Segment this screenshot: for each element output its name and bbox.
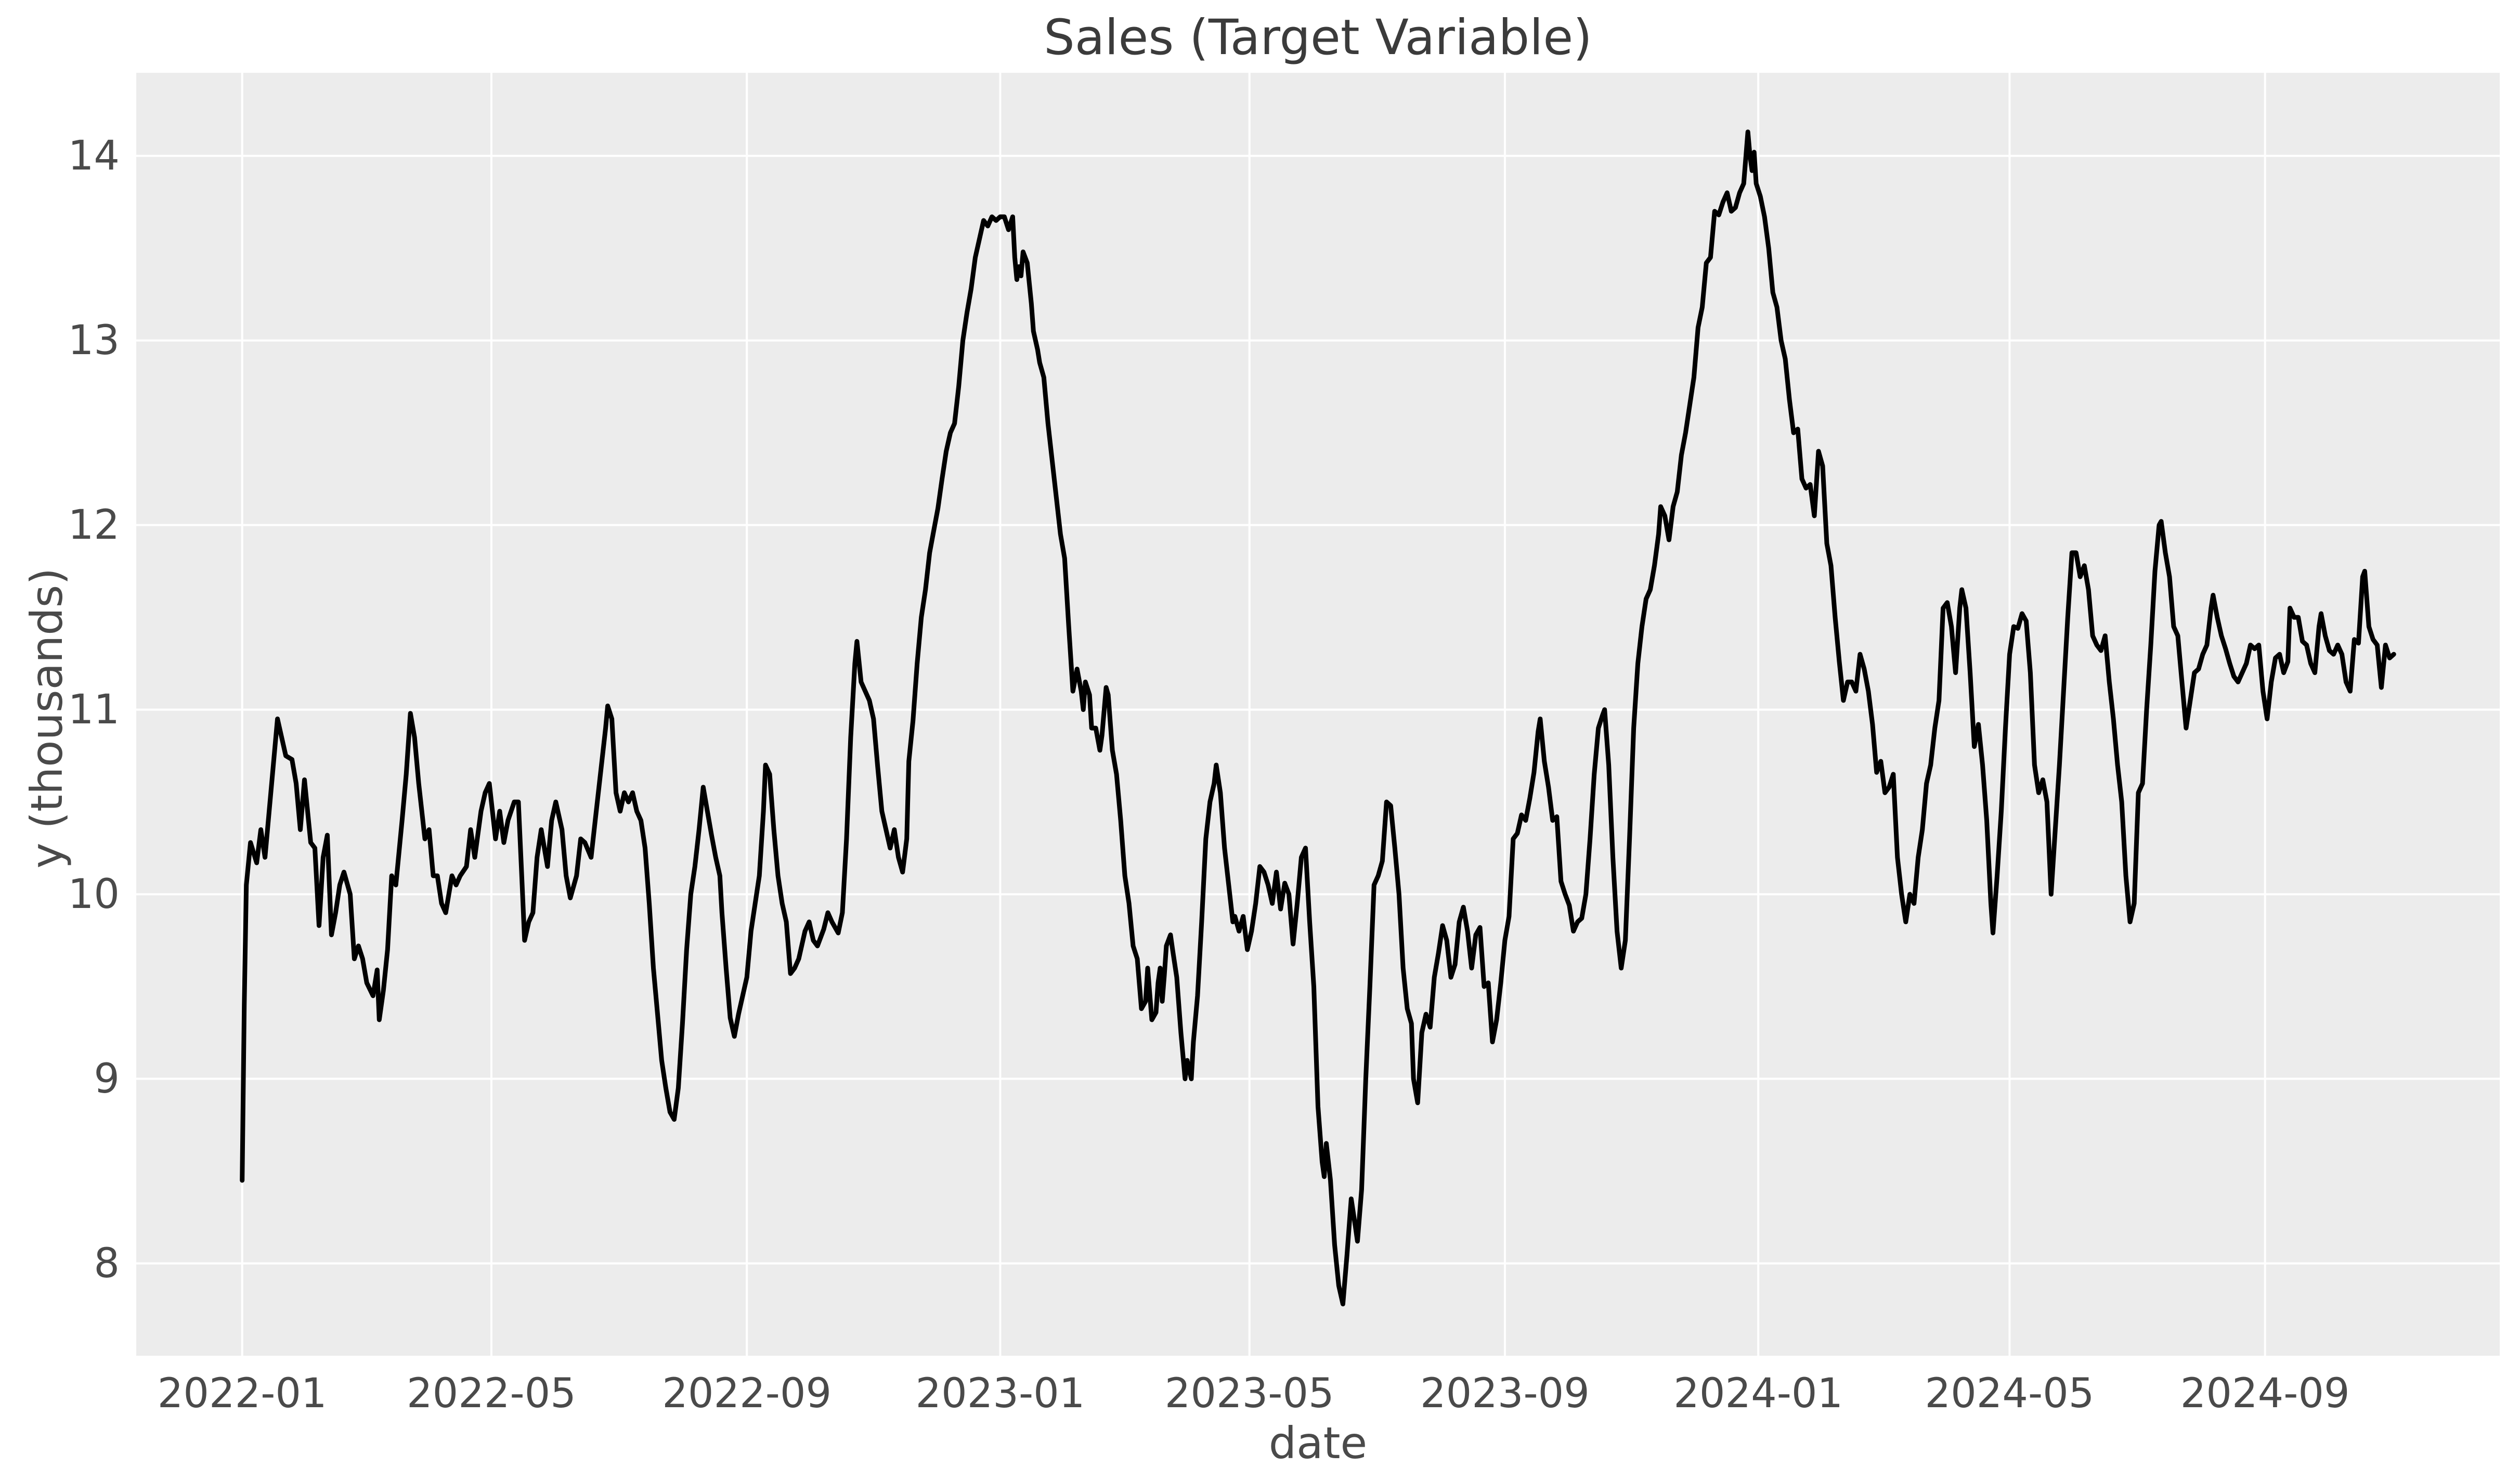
y-tick-label: 8 xyxy=(94,1240,120,1287)
y-tick-label: 11 xyxy=(68,686,120,733)
x-tick-label: 2023-05 xyxy=(1164,1370,1334,1417)
x-tick-label: 2022-05 xyxy=(406,1370,576,1417)
axes-background xyxy=(136,73,2500,1356)
x-tick-label: 2022-09 xyxy=(662,1370,832,1417)
x-tick-label: 2023-09 xyxy=(1420,1370,1590,1417)
x-tick-label: 2024-01 xyxy=(1673,1370,1843,1417)
series-line-sales xyxy=(240,129,2396,1307)
x-tick-label: 2024-05 xyxy=(1925,1370,2095,1417)
y-tick-label: 14 xyxy=(68,132,120,179)
y-tick-label: 12 xyxy=(68,501,120,549)
y-tick-label: 13 xyxy=(68,317,120,364)
y-tick-label: 10 xyxy=(68,871,120,918)
x-tick-label: 2023-01 xyxy=(915,1370,1085,1417)
y-tick-label: 9 xyxy=(94,1055,120,1102)
chart-title: Sales (Target Variable) xyxy=(1044,9,1592,66)
x-tick-label: 2022-01 xyxy=(157,1370,327,1417)
x-tick-label: 2024-09 xyxy=(2180,1370,2350,1417)
x-axis-label: date xyxy=(1268,1418,1368,1469)
